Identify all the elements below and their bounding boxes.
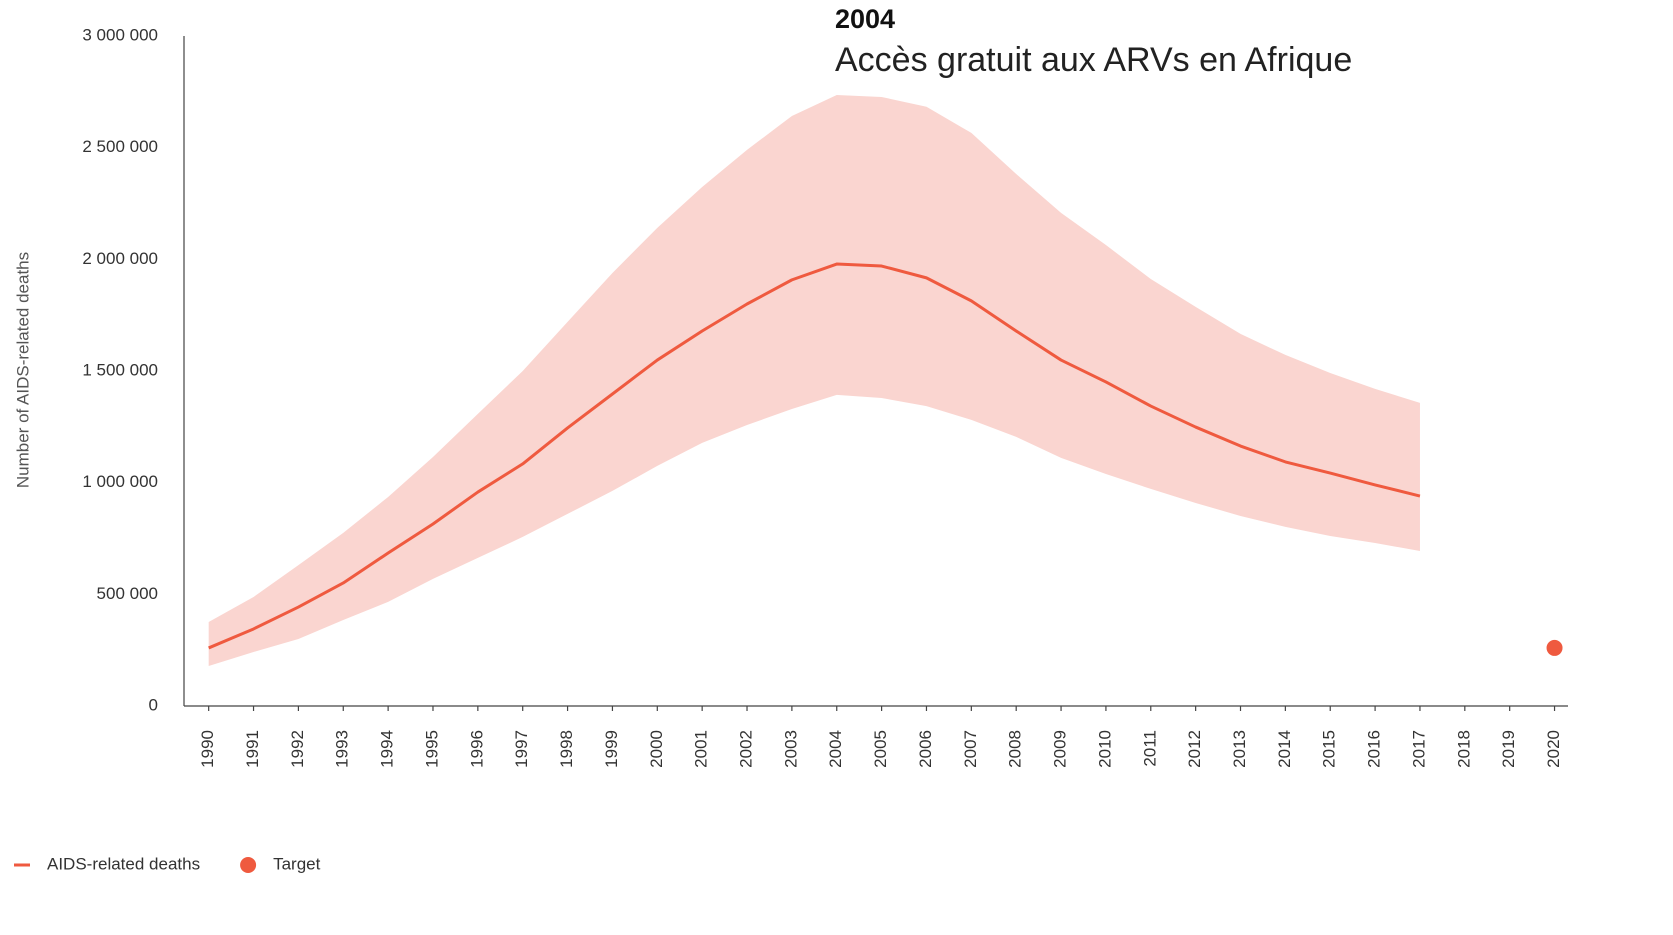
x-tick-label: 1999 [602,730,621,768]
x-tick-label: 1993 [333,730,352,768]
y-tick-label: 1 500 000 [82,360,158,379]
line [208,262,1421,650]
x-tick-label: 2011 [1140,730,1159,767]
annotation-text: Accès gratuit aux ARVs en Afrique [835,41,1352,79]
x-tick-label: 2003 [781,730,800,768]
x-tick-label: 2002 [737,730,756,768]
x-tick-label: 2000 [647,730,666,768]
uncertainty-band [208,94,1420,667]
y-tick-label: 2 000 000 [82,249,158,268]
x-tick-label: 2010 [1095,730,1114,768]
x-tick-label: 2017 [1409,730,1428,768]
x-tick-label: 1990 [198,730,217,768]
x-tick-label: 2016 [1365,730,1384,768]
y-tick-label: 3 000 000 [82,25,158,44]
x-tick-label: 2007 [961,730,980,768]
x-tick-label: 1991 [243,730,262,768]
x-tick-label: 2020 [1544,730,1563,768]
x-tick-label: 1994 [378,730,397,768]
y-axis-label: Number of AIDS-related deaths [13,252,32,488]
y-tick-label: 1 000 000 [82,472,158,491]
annotation-title: 2004 [835,4,895,34]
x-tick-label: 2005 [871,730,890,768]
legend-label: Target [273,854,321,873]
x-tick-label: 1992 [288,730,307,768]
x-tick-label: 1996 [467,730,486,768]
x-tick-label: 2013 [1230,730,1249,768]
x-tick-label: 2009 [1051,730,1070,768]
x-tick-label: 2014 [1275,730,1294,768]
x-tick-label: 1995 [422,730,441,768]
x-tick-label: 1997 [512,730,531,768]
x-tick-label: 2008 [1006,730,1025,768]
y-tick-label: 500 000 [97,584,158,603]
x-tick-label: 2001 [692,730,711,768]
x-tick-label: 2019 [1499,730,1518,768]
x-tick-label: 1998 [557,730,576,768]
y-tick-label: 2 500 000 [82,137,158,156]
x-tick-label: 2018 [1454,730,1473,768]
y-tick-label: 0 [149,695,158,714]
legend-label: AIDS-related deaths [47,854,200,873]
target-dot [1546,639,1563,656]
legend-marker [240,857,257,873]
x-tick-label: 2004 [826,730,845,768]
x-tick-label: 2012 [1185,730,1204,768]
x-tick-label: 2006 [916,730,935,768]
x-tick-label: 2015 [1320,730,1339,768]
